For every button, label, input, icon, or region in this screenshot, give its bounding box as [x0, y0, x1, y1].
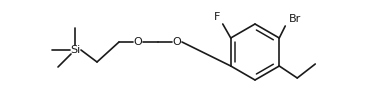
Text: Si: Si [70, 45, 80, 55]
Text: Br: Br [289, 14, 301, 24]
Text: F: F [213, 12, 220, 22]
Text: O: O [133, 37, 142, 47]
Text: O: O [173, 37, 181, 47]
